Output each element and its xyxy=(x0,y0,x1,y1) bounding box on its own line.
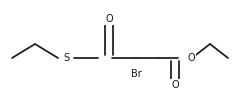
Text: O: O xyxy=(171,80,179,90)
Text: O: O xyxy=(105,14,113,24)
Text: S: S xyxy=(63,53,69,63)
Text: O: O xyxy=(187,53,195,63)
Text: Br: Br xyxy=(131,69,141,79)
